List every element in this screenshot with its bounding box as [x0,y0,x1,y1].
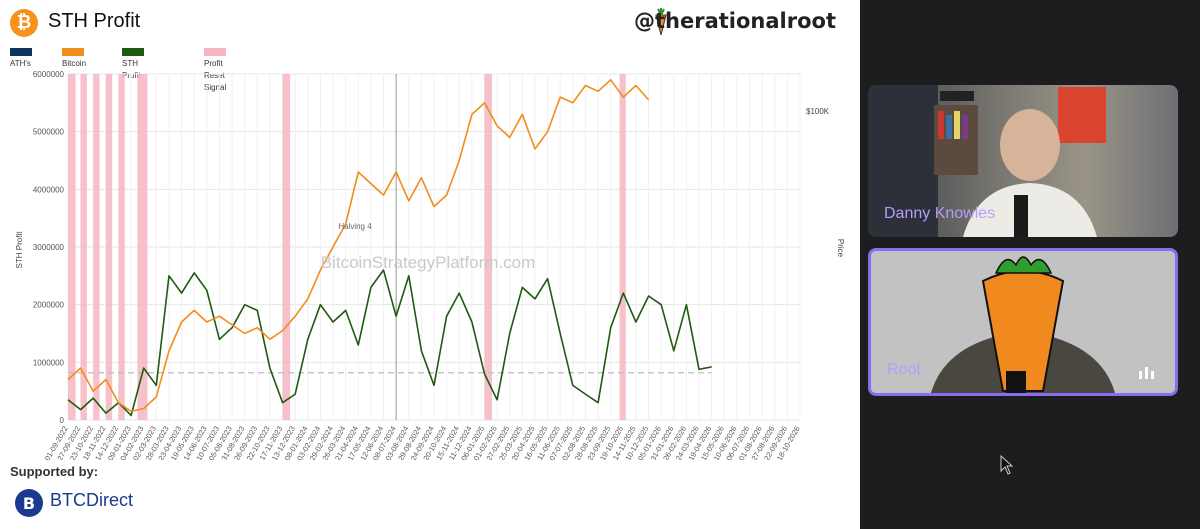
legend-swatch [62,47,84,56]
carrot-icon [655,8,667,36]
y2-tick-label: $100K [806,107,830,116]
y-tick-label: 6000000 [33,70,65,79]
webcam-feed [868,85,1106,237]
profit-reset-band [68,74,76,420]
halving-annotation: Halving 4 [338,222,372,231]
y-tick-label: 4000000 [33,185,65,194]
y2-axis-label: Price [836,239,845,258]
sponsor-brand: BTCDirect [50,490,134,510]
watermark: BitcoinStrategyPlatform.com [321,253,535,272]
legend-swatch [10,47,32,56]
chart-panel: ₿ STH Profit @therationalroot ATH's Bitc… [0,0,860,529]
legend-item-aths: ATH's [10,46,36,70]
participant-name: Danny Knowles [884,205,996,222]
y-tick-label: 0 [60,416,65,425]
profit-reset-band [118,74,125,420]
series-line-bitcoin [67,79,650,413]
legend-swatch [122,47,144,56]
y-tick-label: 5000000 [33,128,65,137]
channel-handle: @therationalroot [634,9,836,33]
bitcoin-logo-icon: ₿ [10,9,38,37]
sponsor-label: Supported by: [10,464,99,479]
page-title: STH Profit [48,10,141,32]
btcdirect-logo-icon: B [15,489,43,517]
profit-reset-band [282,74,291,420]
profit-reset-band [619,74,626,420]
y-axis-label: STH Profit [15,231,24,269]
profit-reset-band [93,74,100,420]
legend-label: Bitcoin [62,59,87,68]
legend-item-bitcoin: Bitcoin [62,46,88,70]
y-tick-label: 1000000 [33,358,65,367]
legend-label: ATH's [10,59,31,68]
profit-reset-band [137,74,148,420]
y-tick-label: 3000000 [33,243,65,252]
legend-swatch [204,47,226,56]
profit-reset-band [105,74,113,420]
svg-text:B: B [23,494,35,513]
participant-video-tile-active[interactable]: Root [868,248,1178,396]
profit-reset-band [484,74,493,420]
participant-video-tile[interactable]: Danny Knowles [868,85,1178,237]
y-tick-label: 2000000 [33,301,65,310]
audio-level-icon [1139,367,1154,379]
sth-profit-chart: 0 1000000 2000000 3000000 4000000 5000000 6000… [15,70,845,460]
series-line-sth-profit [67,269,712,417]
webcam-feed [871,251,1175,393]
participant-name: Root [887,361,921,378]
legend-item-profit-reset: Profit Reset Signal [204,46,230,94]
profit-reset-band [80,74,87,420]
legend-label: Profit Reset Signal [204,59,227,92]
mouse-cursor-icon [1000,455,1014,475]
